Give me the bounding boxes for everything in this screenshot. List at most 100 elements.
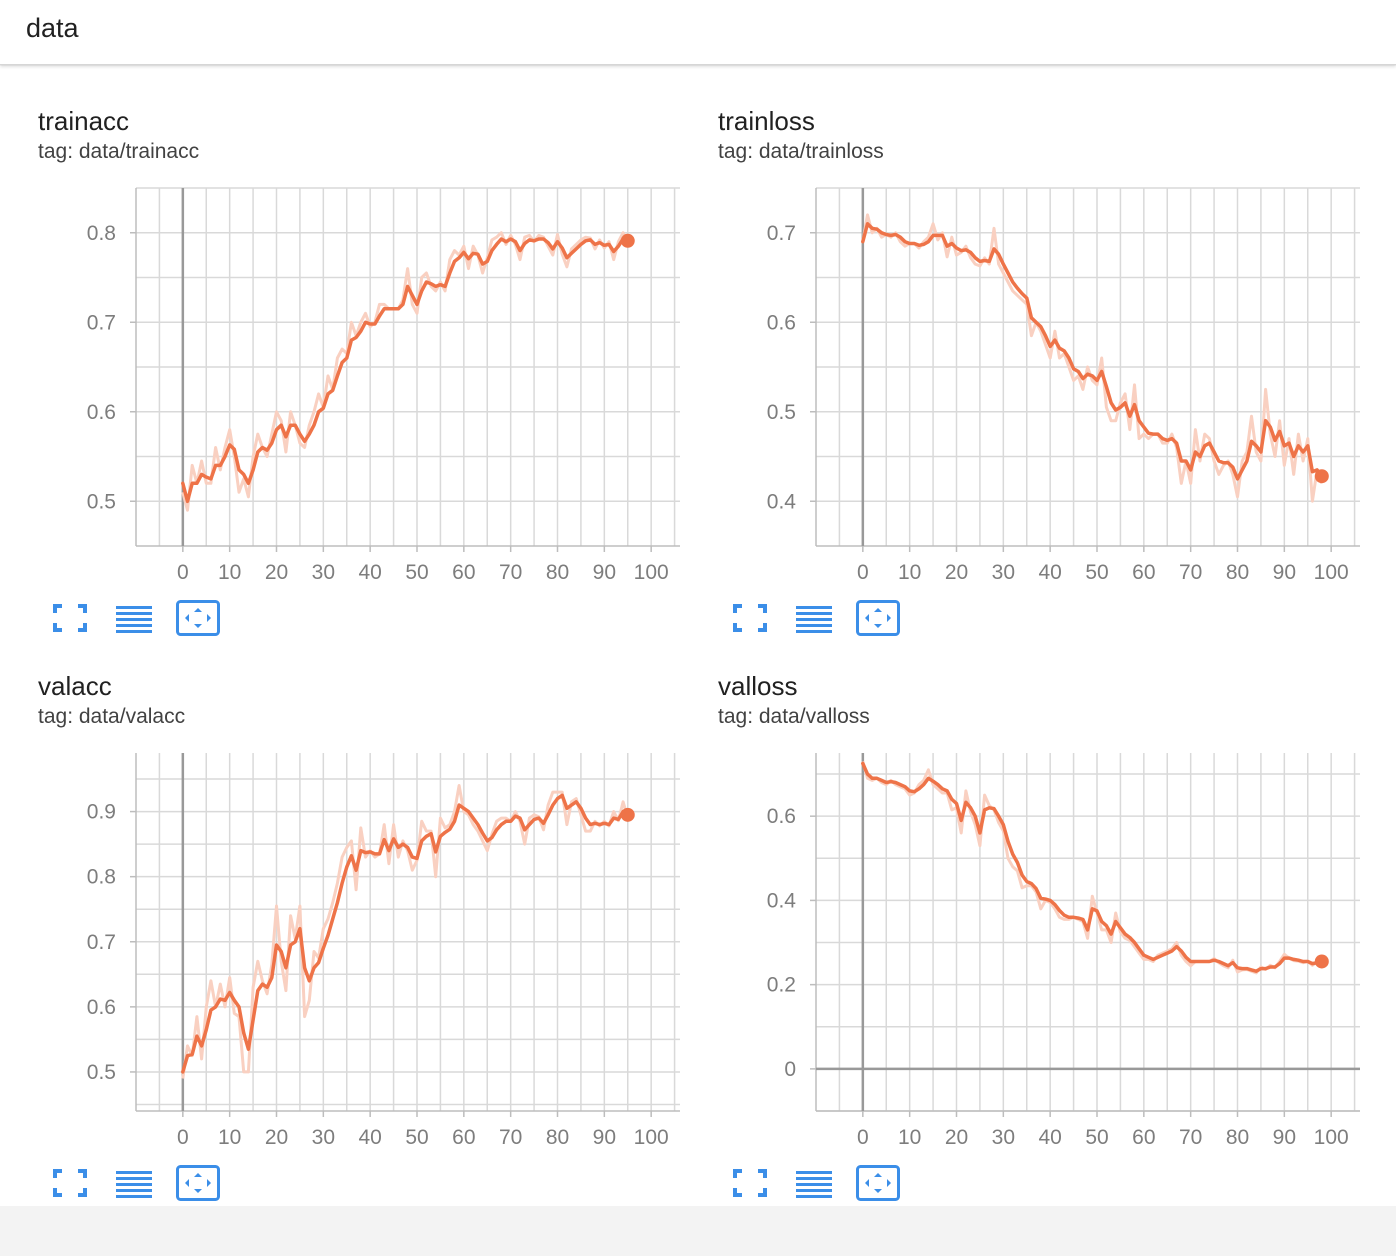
fit-to-screen-button[interactable] — [48, 600, 92, 636]
fit-to-screen-button[interactable] — [728, 1165, 772, 1201]
x-tick-label: 30 — [312, 561, 335, 584]
toggle-log-scale-button[interactable] — [792, 1165, 836, 1201]
last-value-point — [1314, 469, 1329, 484]
x-tick-label: 70 — [1179, 561, 1202, 584]
y-tick-label: 0.6 — [767, 311, 796, 334]
x-tick-label: 20 — [265, 561, 288, 584]
expand-chart-button[interactable] — [856, 600, 900, 636]
x-tick-label: 20 — [265, 1126, 288, 1149]
x-tick-label: 40 — [358, 561, 381, 584]
x-tick-label: 70 — [499, 561, 522, 584]
y-tick-label: 0 — [784, 1058, 796, 1081]
x-tick-label: 80 — [546, 561, 569, 584]
toggle-log-scale-button[interactable] — [792, 600, 836, 636]
raw-series-line — [861, 760, 1323, 975]
y-tick-label: 0.6 — [87, 401, 116, 424]
chart-tag: tag: data/trainloss — [718, 140, 884, 163]
header-title: data — [26, 13, 79, 43]
x-tick-label: 40 — [1038, 1126, 1061, 1149]
expand-chart-button[interactable] — [176, 600, 220, 636]
x-tick-label: 40 — [1038, 561, 1061, 584]
x-tick-label: 20 — [945, 1126, 968, 1149]
y-tick-label: 0.4 — [767, 889, 797, 912]
x-tick-label: 70 — [1179, 1126, 1202, 1149]
toggle-log-scale-button[interactable] — [112, 1165, 156, 1201]
x-tick-label: 80 — [1226, 561, 1249, 584]
y-tick-label: 0.4 — [767, 490, 797, 513]
x-tick-label: 0 — [857, 1126, 869, 1149]
expand-chart-button[interactable] — [176, 1165, 220, 1201]
y-tick-label: 0.2 — [767, 974, 796, 997]
x-tick-label: 100 — [1314, 1126, 1349, 1149]
x-tick-label: 0 — [177, 561, 189, 584]
fit-to-screen-icon — [733, 604, 767, 632]
x-tick-label: 100 — [634, 561, 669, 584]
chart-tag: tag: data/trainacc — [38, 140, 200, 163]
toggle-log-scale-button[interactable] — [112, 600, 156, 636]
y-tick-label: 0.5 — [87, 490, 116, 513]
footer-strip — [0, 1206, 1396, 1256]
toggle-log-scale-icon — [116, 1171, 152, 1198]
line-chart-valloss[interactable]: 0 10 20 30 40 50 60 70 80 90 100 0 0.2 0.4 0.6 — [680, 631, 1360, 1161]
chart-title: valloss — [718, 671, 798, 701]
charts-panel: trainacc tag: data/trainacc 0 10 20 30 40 50 60 7… — [0, 66, 1396, 1206]
last-value-point — [1314, 954, 1329, 969]
raw-series-line — [861, 213, 1324, 503]
chart-card-trainacc: trainacc tag: data/trainacc 0 10 20 30 40 50 60 7… — [0, 66, 680, 636]
y-tick-label: 0.7 — [87, 931, 116, 954]
x-tick-label: 60 — [1132, 561, 1155, 584]
y-tick-label: 0.5 — [767, 401, 796, 424]
x-tick-label: 0 — [177, 1126, 189, 1149]
x-tick-label: 100 — [1314, 561, 1349, 584]
smoothed-series-line — [861, 761, 1324, 973]
y-tick-label: 0.6 — [767, 805, 796, 828]
x-tick-label: 10 — [218, 1126, 241, 1149]
last-value-point — [620, 233, 635, 248]
smoothed-series-line — [181, 237, 630, 504]
x-tick-label: 20 — [945, 561, 968, 584]
chart-title: valacc — [38, 671, 112, 701]
x-tick-label: 0 — [857, 561, 869, 584]
x-tick-label: 100 — [634, 1126, 669, 1149]
x-tick-label: 50 — [1085, 1126, 1108, 1149]
x-tick-label: 50 — [1085, 561, 1108, 584]
x-tick-label: 30 — [312, 1126, 335, 1149]
y-tick-label: 0.8 — [87, 222, 116, 245]
y-tick-label: 0.8 — [87, 866, 116, 889]
x-tick-label: 60 — [452, 1126, 475, 1149]
x-tick-label: 50 — [405, 1126, 428, 1149]
x-tick-label: 30 — [992, 1126, 1015, 1149]
x-tick-label: 90 — [593, 1126, 616, 1149]
line-chart-trainloss[interactable]: 0 10 20 30 40 50 60 70 80 90 100 0.4 0.5 0.6 0.7 — [680, 66, 1360, 596]
expand-chart-icon — [856, 1165, 900, 1201]
expand-chart-icon — [176, 1165, 220, 1201]
line-chart-trainacc[interactable]: 0 10 20 30 40 50 60 70 80 90 100 0.5 0.6 0.7 0.8 — [0, 66, 680, 596]
y-tick-label: 0.7 — [767, 222, 796, 245]
fit-to-screen-button[interactable] — [728, 600, 772, 636]
toggle-log-scale-icon — [796, 606, 832, 633]
expand-chart-button[interactable] — [856, 1165, 900, 1201]
raw-series-line — [181, 231, 630, 512]
chart-tag: tag: data/valloss — [718, 705, 870, 728]
smoothed-series-line — [861, 222, 1324, 481]
toggle-log-scale-icon — [116, 606, 152, 633]
y-tick-label: 0.6 — [87, 996, 116, 1019]
header-bar: data — [0, 0, 1396, 65]
x-tick-label: 60 — [1132, 1126, 1155, 1149]
line-chart-valacc[interactable]: 0 10 20 30 40 50 60 70 80 90 100 0.5 0.6 0.7 0.8 0.9 — [0, 631, 680, 1161]
fit-to-screen-button[interactable] — [48, 1165, 92, 1201]
chart-title: trainloss — [718, 106, 815, 136]
y-tick-label: 0.5 — [87, 1061, 116, 1084]
chart-card-valacc: valacc tag: data/valacc 0 10 20 30 40 50 60 70 80 9… — [0, 631, 680, 1201]
chart-card-trainloss: trainloss tag: data/trainloss 0 10 20 30 40 50 6… — [680, 66, 1360, 636]
expand-chart-icon — [856, 600, 900, 636]
x-tick-label: 50 — [405, 561, 428, 584]
toggle-log-scale-icon — [796, 1171, 832, 1198]
smoothed-series-line — [181, 793, 630, 1074]
fit-to-screen-icon — [53, 1169, 87, 1197]
x-tick-label: 70 — [499, 1126, 522, 1149]
last-value-point — [620, 807, 635, 822]
chart-card-valloss: valloss tag: data/valloss 0 10 20 30 40 50 60 70 8… — [680, 631, 1360, 1201]
y-tick-label: 0.9 — [87, 801, 116, 824]
chart-title: trainacc — [38, 106, 130, 136]
